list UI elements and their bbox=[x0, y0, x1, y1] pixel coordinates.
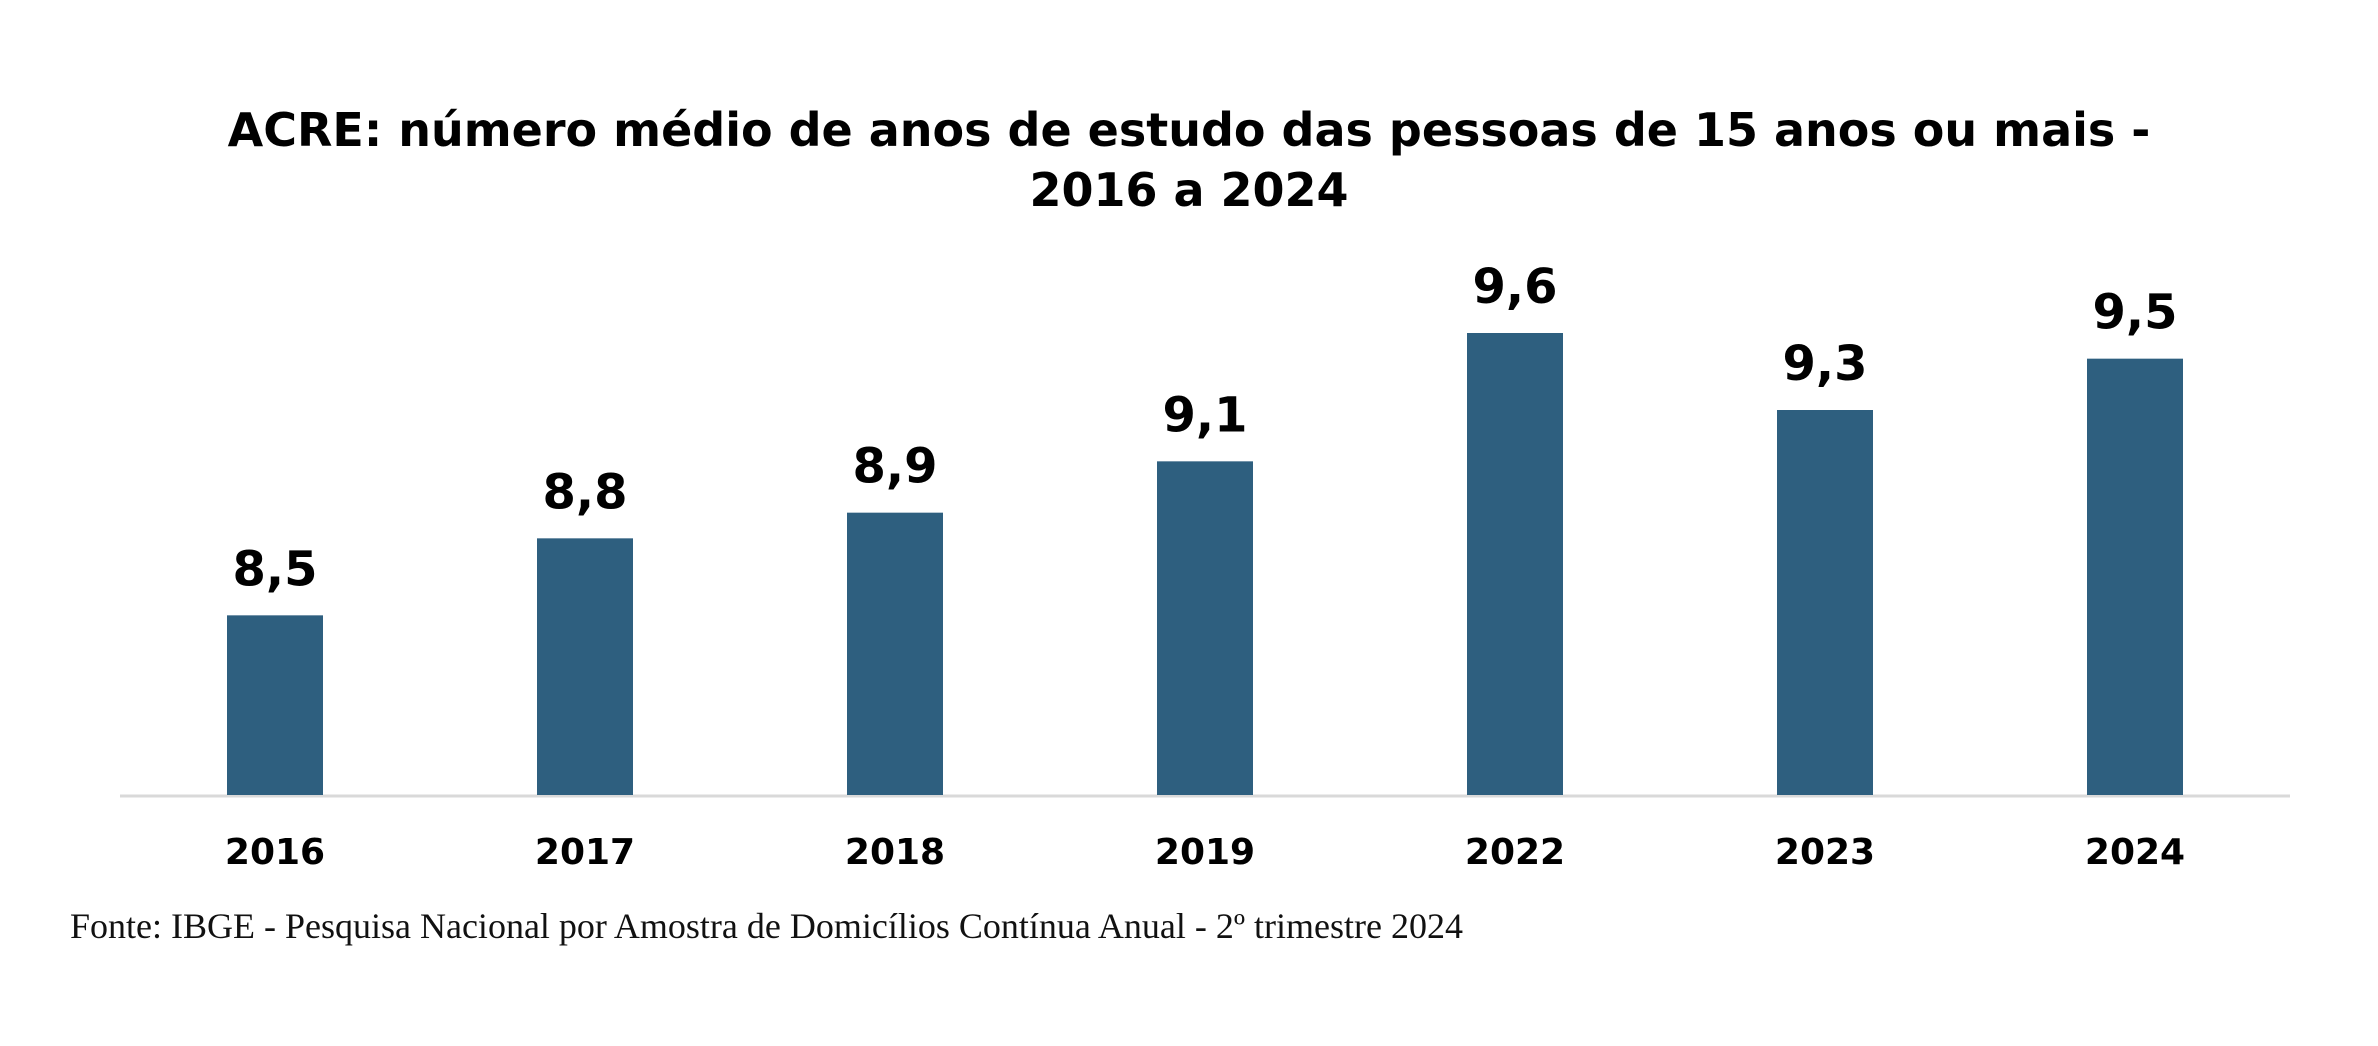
tick-labels-group: 2016 2017 2018 2019 2022 2023 2024 bbox=[225, 832, 2185, 873]
value-label-2018: 8,9 bbox=[852, 439, 937, 495]
x-tick-label-2022: 2022 bbox=[1465, 832, 1565, 873]
x-tick-label-2019: 2019 bbox=[1155, 832, 1255, 873]
x-tick-label-2024: 2024 bbox=[2085, 832, 2185, 873]
bars-group bbox=[227, 333, 2183, 795]
source-note: Fonte: IBGE - Pesquisa Nacional por Amos… bbox=[70, 906, 1463, 946]
x-tick-label-2023: 2023 bbox=[1775, 832, 1875, 873]
chart-title-line-2: 2016 a 2024 bbox=[1029, 163, 1349, 217]
bar-2018 bbox=[847, 512, 943, 795]
bar-2023 bbox=[1777, 410, 1873, 795]
value-labels-group: 8,5 8,8 8,9 9,1 9,6 9,3 9,5 bbox=[232, 259, 2177, 597]
x-tick-label-2016: 2016 bbox=[225, 832, 325, 873]
bar-2016 bbox=[227, 615, 323, 795]
bar-2022 bbox=[1467, 333, 1563, 795]
value-label-2023: 9,3 bbox=[1782, 336, 1867, 392]
bar-2019 bbox=[1157, 461, 1253, 795]
bar-2024 bbox=[2087, 358, 2183, 795]
x-tick-label-2017: 2017 bbox=[535, 832, 635, 873]
bar-2017 bbox=[537, 538, 633, 795]
value-label-2017: 8,8 bbox=[542, 464, 627, 520]
chart-title-line-1: ACRE: número médio de anos de estudo das… bbox=[227, 103, 2151, 157]
value-label-2022: 9,6 bbox=[1472, 259, 1557, 315]
x-tick-label-2018: 2018 bbox=[845, 832, 945, 873]
value-label-2024: 9,5 bbox=[2092, 285, 2177, 341]
chart-title: ACRE: número médio de anos de estudo das… bbox=[0, 100, 2378, 220]
value-label-2019: 9,1 bbox=[1162, 387, 1247, 443]
value-label-2016: 8,5 bbox=[232, 541, 317, 597]
